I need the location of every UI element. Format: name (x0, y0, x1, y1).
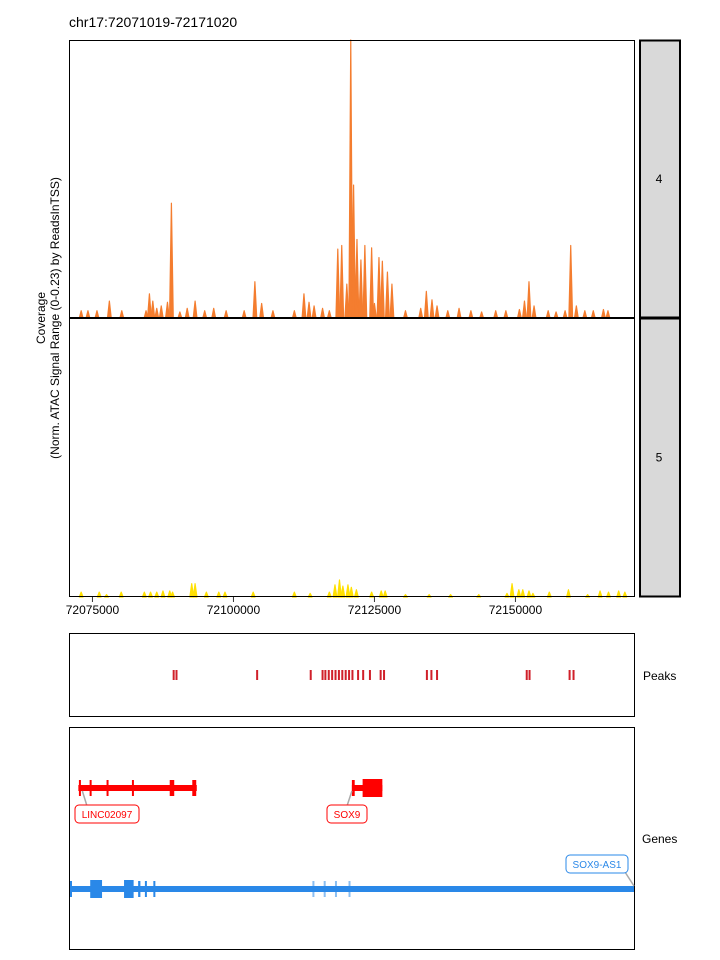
gene-label-box-linc02097 (74, 804, 140, 824)
gene-label-box-sox9-as1 (565, 854, 629, 874)
gene-exon-sox9-as1-5 (153, 881, 156, 897)
gene-label-sox9: SOX9 (334, 810, 361, 821)
peak-mark-15 (362, 670, 365, 680)
x-tick-label-3: 72150000 (489, 603, 543, 617)
gene-exon-linc02097-4 (169, 780, 175, 796)
peak-mark-25 (572, 670, 575, 680)
peak-mark-8 (334, 670, 337, 680)
gene-exon-sox9-as1-3 (138, 881, 141, 897)
peak-mark-1 (175, 670, 178, 680)
x-axis: 72075000 72100000 72125000 72150000 (66, 597, 543, 617)
facet-strip-5 (639, 317, 681, 598)
peak-mark-22 (525, 670, 528, 680)
gene-label-box-sox9 (326, 804, 368, 824)
gene-exon-linc02097-0 (78, 780, 81, 796)
gene-sox9-as1: SOX9-AS1 (70, 854, 635, 898)
facet-strip-4 (639, 39, 681, 319)
peaks-layer (172, 670, 575, 680)
gene-exon-sox9-as1-2 (124, 880, 134, 898)
peaks-panel-frame (69, 633, 635, 717)
peak-mark-21 (436, 670, 439, 680)
x-tick-label-0: 72075000 (66, 603, 120, 617)
plot-title: chr17:72071019-72171020 (69, 14, 237, 30)
x-tick-label-2: 72125000 (348, 603, 402, 617)
peak-mark-12 (348, 670, 351, 680)
peak-mark-17 (379, 670, 382, 680)
peak-mark-6 (327, 670, 330, 680)
genes-panel-frame (69, 727, 635, 950)
peak-mark-19 (425, 670, 428, 680)
gene-body-linc02097 (78, 785, 197, 791)
coverage-frame-5 (69, 318, 635, 597)
coverage-panels: 45 (69, 39, 681, 598)
gene-exon-linc02097-3 (131, 780, 134, 796)
peak-mark-20 (430, 670, 433, 680)
gene-exon-sox9-as1-9 (348, 881, 351, 897)
gene-exon-sox9-as1-4 (144, 881, 147, 897)
gene-linc02097: LINC02097 (74, 780, 197, 824)
gene-body-sox9-as1 (70, 886, 634, 892)
gene-exon-sox9-1 (362, 779, 383, 797)
genes-track-label: Genes (642, 832, 677, 846)
peak-mark-0 (172, 670, 175, 680)
facet-strip-label-5: 5 (656, 451, 663, 465)
peak-mark-4 (321, 670, 324, 680)
peak-mark-2 (256, 670, 259, 680)
gene-exon-sox9-0 (351, 780, 355, 796)
peak-mark-18 (383, 670, 386, 680)
peak-mark-16 (368, 670, 371, 680)
gene-exon-sox9-as1-7 (323, 881, 326, 897)
peak-mark-3 (309, 670, 312, 680)
peak-mark-23 (528, 670, 531, 680)
gene-exon-linc02097-2 (106, 780, 109, 796)
peak-mark-7 (331, 670, 334, 680)
peak-mark-9 (337, 670, 340, 680)
peak-mark-24 (568, 670, 571, 680)
gene-exon-sox9-as1-8 (334, 881, 337, 897)
gene-sox9: SOX9 (326, 779, 383, 824)
genes-layer: LINC02097 SOX9 SOX9-AS1 (70, 779, 635, 898)
peak-mark-11 (344, 670, 347, 680)
gene-leader-linc02097 (81, 790, 88, 807)
gene-exon-linc02097-5 (192, 780, 197, 796)
gene-exon-sox9-as1-1 (90, 880, 103, 898)
gene-leader-sox9-as1 (624, 871, 635, 887)
gene-label-sox9-as1: SOX9-AS1 (573, 860, 622, 871)
gene-exon-linc02097-1 (89, 780, 92, 796)
gene-exon-sox9-as1-0 (70, 881, 72, 897)
facet-strip-label-4: 4 (656, 172, 663, 186)
peak-mark-10 (341, 670, 344, 680)
gene-leader-sox9 (346, 790, 353, 807)
y-axis-label-line1: Coverage (34, 292, 48, 344)
peaks-track-label: Peaks (643, 669, 676, 683)
x-tick-label-1: 72100000 (207, 603, 261, 617)
coverage-frame-4 (69, 40, 635, 318)
gene-exon-sox9-as1-6 (312, 881, 315, 897)
peak-mark-13 (351, 670, 354, 680)
coverage-track-5: 5 (69, 317, 681, 598)
peak-mark-14 (357, 670, 360, 680)
peak-mark-5 (324, 670, 327, 680)
y-axis-label-line2: (Norm. ATAC Signal Range (0-0.23) by Rea… (48, 177, 62, 459)
gene-label-linc02097: LINC02097 (82, 810, 133, 821)
